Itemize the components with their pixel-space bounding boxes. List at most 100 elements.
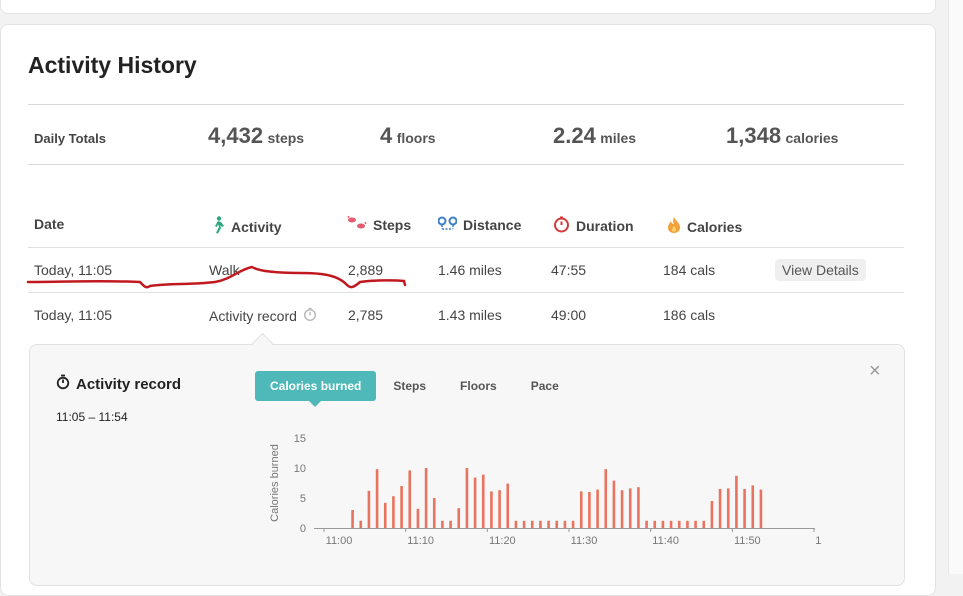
header-calories-label: Calories xyxy=(687,218,743,235)
bar xyxy=(441,520,444,528)
bar xyxy=(710,501,714,528)
total-steps-unit: steps xyxy=(267,130,305,146)
header-activity[interactable]: Activity xyxy=(211,216,282,237)
header-duration-label: Duration xyxy=(576,218,634,234)
bar xyxy=(612,480,616,528)
stopwatch-icon xyxy=(553,216,570,236)
total-floors-unit: floors xyxy=(396,130,436,146)
header-calories[interactable]: Calories xyxy=(667,216,742,237)
header-distance[interactable]: Distance xyxy=(437,216,521,233)
x-tick-label: 11:10 xyxy=(407,535,434,547)
x-tick-label: 11:20 xyxy=(489,535,516,547)
y-tick-label: 10 xyxy=(294,463,306,475)
bar xyxy=(522,520,526,528)
bar xyxy=(408,470,412,528)
y-axis-label: Calories burned xyxy=(269,444,281,522)
bar xyxy=(579,491,583,528)
bar xyxy=(596,489,599,528)
bar xyxy=(726,488,730,528)
bar xyxy=(506,483,510,528)
x-tick-label: 11:40 xyxy=(652,535,679,547)
bar xyxy=(759,489,763,528)
header-date[interactable]: Date xyxy=(34,216,64,232)
bar xyxy=(743,489,746,528)
calories-chart: Calories burned 0 5 10 15 11:00 11:10 11:20 11:3… xyxy=(269,433,822,547)
header-steps[interactable]: Steps xyxy=(347,216,411,233)
close-icon[interactable]: × xyxy=(869,360,881,382)
row2-duration: 49:00 xyxy=(551,307,587,323)
row2-steps: 2,785 xyxy=(348,307,384,323)
row1-activity[interactable]: Walk xyxy=(209,262,240,278)
row2-distance: 1.43 miles xyxy=(438,307,502,323)
bar xyxy=(457,508,461,528)
total-steps: 4,432 steps xyxy=(208,123,304,149)
total-calories-value: 1,348 xyxy=(726,123,782,148)
bar xyxy=(669,520,673,528)
view-details-button[interactable]: View Details xyxy=(775,259,866,281)
bar xyxy=(530,520,534,528)
total-distance: 2.24 miles xyxy=(553,123,636,149)
bar xyxy=(702,520,706,528)
bar xyxy=(367,490,371,528)
bar xyxy=(490,491,493,528)
bar xyxy=(465,468,469,528)
detail-time-range: 11:05 – 11:54 xyxy=(56,410,128,424)
route-pins-icon xyxy=(437,216,458,233)
daily-totals-label: Daily Totals xyxy=(34,131,107,146)
detail-title-label: Activity record xyxy=(76,375,182,393)
total-floors-value: 4 xyxy=(380,123,393,148)
bar xyxy=(751,485,755,528)
y-tick-label: 5 xyxy=(300,493,306,505)
page-scrollbar[interactable] xyxy=(948,0,963,574)
tab-pace[interactable]: Pace xyxy=(530,379,559,393)
stopwatch-icon xyxy=(56,374,70,394)
bar xyxy=(653,520,657,528)
tab-calories-burned[interactable]: Calories burned xyxy=(255,371,377,407)
header-steps-label: Steps xyxy=(373,216,412,233)
stopwatch-icon xyxy=(303,307,317,325)
divider xyxy=(28,292,904,293)
walking-person-icon xyxy=(211,216,225,237)
header-date-label: Date xyxy=(34,216,65,232)
bar xyxy=(628,488,632,528)
bar xyxy=(555,520,559,528)
total-floors: 4 floors xyxy=(380,123,436,149)
bar xyxy=(694,520,697,528)
footprints-icon xyxy=(347,216,367,233)
bar xyxy=(473,477,477,528)
divider xyxy=(28,104,904,105)
bar xyxy=(432,498,436,528)
row1-date: Today, 11:05 xyxy=(34,262,113,278)
bar xyxy=(661,520,665,528)
row2-activity-label: Activity record xyxy=(209,308,297,324)
total-distance-unit: miles xyxy=(600,130,637,146)
bar xyxy=(677,520,681,528)
bar xyxy=(637,487,640,528)
bar xyxy=(563,520,567,528)
bar xyxy=(604,469,608,528)
page-title: Activity History xyxy=(28,52,197,78)
tab-floors[interactable]: Floors xyxy=(460,379,497,393)
y-tick-label: 0 xyxy=(300,523,306,535)
bar xyxy=(359,520,363,528)
x-tick-label: 11:30 xyxy=(571,535,598,547)
bar xyxy=(718,489,722,528)
bar xyxy=(383,502,387,528)
tab-steps[interactable]: Steps xyxy=(393,379,427,393)
bar xyxy=(547,520,550,528)
x-tick-label: 11:50 xyxy=(734,535,761,547)
row2-activity[interactable]: Activity record xyxy=(209,307,317,325)
row1-steps: 2,889 xyxy=(348,262,384,278)
total-distance-value: 2.24 xyxy=(553,123,596,148)
bar xyxy=(735,475,738,528)
total-calories-unit: calories xyxy=(785,130,839,146)
header-duration[interactable]: Duration xyxy=(553,216,634,236)
row1-distance: 1.46 miles xyxy=(438,262,502,278)
previous-card xyxy=(0,0,936,14)
row1-calories: 184 cals xyxy=(663,262,716,278)
row2-date: Today, 11:05 xyxy=(34,307,113,323)
red-strikethrough-annotation xyxy=(26,265,407,289)
header-activity-label: Activity xyxy=(231,218,282,235)
annotation-stroke xyxy=(26,265,407,289)
bar xyxy=(351,510,354,528)
